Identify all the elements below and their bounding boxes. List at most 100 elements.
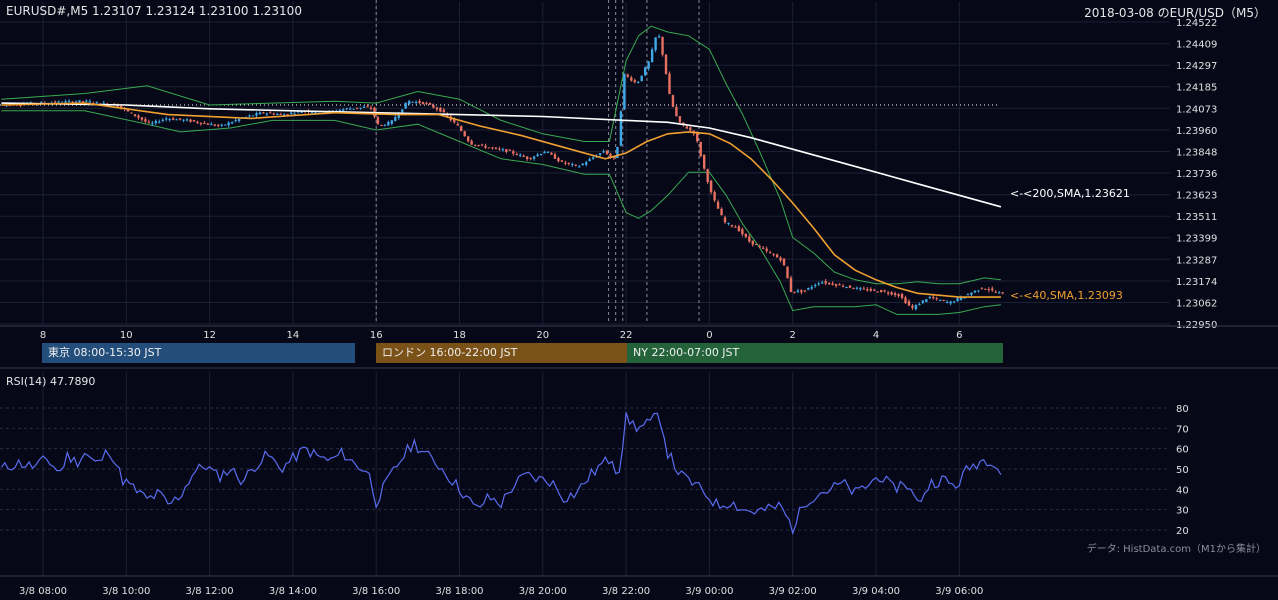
candle-body <box>623 73 626 110</box>
candle-body <box>407 101 411 105</box>
rsi-tick-label: 80 <box>1176 404 1189 415</box>
candle-body <box>147 121 151 123</box>
candle-body <box>911 305 914 308</box>
candle-body <box>633 80 636 83</box>
candle-body <box>345 108 348 110</box>
candle-body <box>751 240 754 245</box>
candle-body <box>668 73 671 95</box>
candle-body <box>935 298 938 300</box>
candle-body <box>932 297 935 299</box>
candle-body <box>71 101 74 103</box>
candle-body <box>442 109 446 113</box>
candle-body <box>158 121 161 123</box>
candle-body <box>918 304 921 306</box>
candle-body <box>512 151 515 154</box>
candle-body <box>675 106 678 117</box>
sma40-label: <-<40,SMA,1.23093 <box>1010 288 1123 302</box>
candle-body <box>473 144 477 146</box>
candle-body <box>175 119 178 121</box>
time-tick-label: 8 <box>40 330 46 341</box>
bottom-time-label: 3/9 04:00 <box>852 586 900 597</box>
candle-body <box>661 36 664 55</box>
candle-body <box>904 297 907 304</box>
candle-body <box>991 288 994 291</box>
candle-body <box>890 292 893 295</box>
candle-body <box>144 119 147 122</box>
candle-body <box>810 287 813 289</box>
candle-body <box>508 149 512 151</box>
rsi-tick-label: 30 <box>1176 506 1189 517</box>
candle-body <box>498 148 501 150</box>
candle-body <box>248 115 251 117</box>
candle-body <box>425 102 428 104</box>
time-tick-label: 20 <box>536 330 549 341</box>
candle-body <box>74 101 78 103</box>
candle-body <box>699 142 702 157</box>
rsi-tick-label: 40 <box>1176 485 1189 496</box>
candle-body <box>630 77 633 81</box>
candle-body <box>893 293 897 295</box>
candle-body <box>272 113 276 115</box>
candle-body <box>119 105 123 108</box>
candle-body <box>529 157 532 159</box>
candle-body <box>546 151 550 153</box>
bottom-time-label: 3/9 06:00 <box>935 586 983 597</box>
candle-body <box>453 118 456 123</box>
candle-body <box>945 302 949 304</box>
candle-body <box>713 192 716 201</box>
candle-body <box>581 163 584 166</box>
candle-body <box>602 151 605 153</box>
price-tick-label: 1.24297 <box>1176 61 1217 72</box>
candle-body <box>859 288 862 290</box>
candle-body <box>925 299 928 302</box>
candle-body <box>956 298 959 302</box>
candle-body <box>199 122 203 125</box>
candle-body <box>283 114 286 116</box>
candle-body <box>487 147 491 149</box>
candle-body <box>362 106 366 108</box>
bottom-time-label: 3/8 12:00 <box>186 586 234 597</box>
candle-body <box>855 287 859 289</box>
candle-body <box>401 109 404 113</box>
candle-body <box>501 149 505 151</box>
candle-body <box>664 54 668 74</box>
candle-body <box>432 105 435 108</box>
candle-body <box>397 113 400 118</box>
session-newyork: NY 22:00-07:00 JST <box>627 343 1003 363</box>
candle-body <box>414 101 418 103</box>
candle-body <box>286 114 289 116</box>
candle-body <box>921 300 925 303</box>
candle-body <box>848 285 852 288</box>
candle-body <box>873 289 876 291</box>
candle-body <box>834 284 838 286</box>
candle-body <box>998 292 1001 294</box>
candle-body <box>650 49 654 63</box>
candle-body <box>224 124 227 126</box>
time-tick-label: 16 <box>370 330 383 341</box>
candle-body <box>466 136 470 142</box>
price-tick-label: 1.23736 <box>1176 169 1217 180</box>
candle-body <box>765 248 768 251</box>
candle-body <box>578 166 581 168</box>
candle-body <box>220 124 223 126</box>
session-markers <box>375 0 700 324</box>
candle-body <box>81 101 85 103</box>
candle-body <box>359 107 362 109</box>
candle-body <box>852 288 855 290</box>
candle-body <box>206 123 210 125</box>
time-tick-label: 0 <box>706 330 712 341</box>
candle-body <box>255 113 258 116</box>
candle-body <box>369 107 373 109</box>
bottom-time-label: 3/8 10:00 <box>102 586 150 597</box>
candle-body <box>262 112 265 114</box>
candle-body <box>657 36 661 38</box>
candle-body <box>789 277 793 292</box>
candle-body <box>519 154 522 156</box>
candle-body <box>876 291 879 293</box>
candle-body <box>352 108 355 110</box>
candle-body <box>421 102 425 105</box>
candle-body <box>626 74 630 77</box>
rsi-tick-label: 20 <box>1176 526 1189 537</box>
candle-body <box>914 305 918 310</box>
